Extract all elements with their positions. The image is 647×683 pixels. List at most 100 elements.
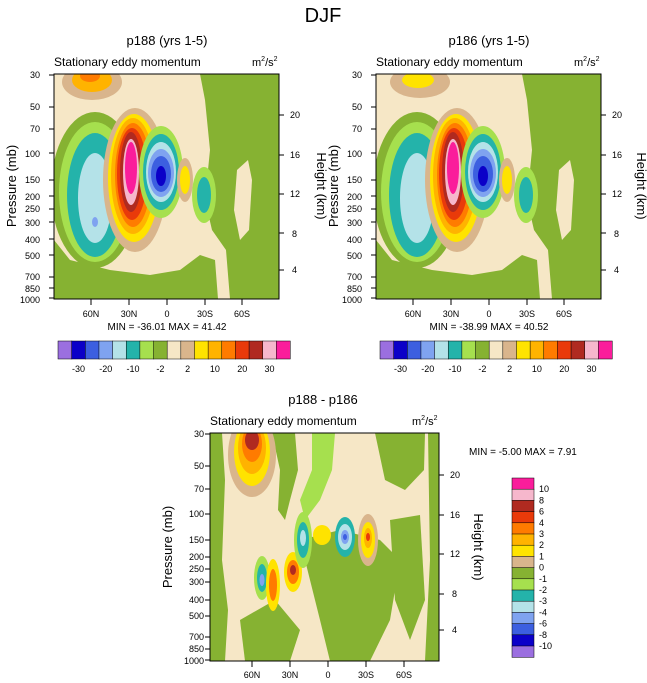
- y-tick: 30: [30, 70, 40, 80]
- colorbar-swatch: [511, 533, 535, 546]
- colorbar-swatch: [207, 340, 223, 360]
- colorbar-swatch: [166, 340, 182, 360]
- y-tick: 100: [25, 149, 40, 159]
- colorbar-swatch: [180, 340, 196, 360]
- x-ticks: 60N 30N 0 30S 60S: [244, 670, 412, 680]
- y-tick-marks: [205, 433, 210, 661]
- y-ticks: 30 50 70 100 150 200 250 300 400 500 700…: [342, 70, 362, 305]
- x-tick: 60N: [405, 309, 422, 319]
- contour-green-north-2: [300, 433, 335, 520]
- colorbar-swatch: [276, 340, 291, 360]
- y-right-tick-marks: [439, 474, 444, 631]
- colorbar-label: 10: [210, 364, 220, 374]
- colorbar-label: -2: [478, 364, 486, 374]
- colorbar-right: -30 -20 -10 -2 2 10 20 30: [379, 340, 613, 374]
- y-tick: 850: [347, 284, 362, 294]
- y-tick: 850: [25, 284, 40, 294]
- x-tick: 30N: [282, 670, 299, 680]
- contour-pos-lobe-8: [447, 142, 459, 194]
- contour-south-gap: [234, 160, 252, 240]
- contour-nh-top-3: [80, 74, 100, 82]
- colorbar-swatch: [379, 340, 395, 360]
- panel-units: m2/s2: [252, 56, 278, 69]
- contour-field: [210, 433, 439, 661]
- x-tick: 30S: [519, 309, 535, 319]
- y-tick: 700: [189, 632, 204, 642]
- colorbar-swatch: [407, 340, 422, 360]
- y-right-tick: 12: [612, 189, 622, 199]
- colorbar-label: -10: [449, 364, 462, 374]
- contour-10s-pos-2: [502, 166, 512, 194]
- y-right-tick: 12: [450, 549, 460, 559]
- colorbar-swatch: [248, 340, 264, 360]
- y-tick-marks: [49, 74, 54, 299]
- colorbar-swatch: [557, 340, 572, 360]
- contour-green-band-surface: [54, 240, 218, 299]
- y-tick: 400: [347, 235, 362, 245]
- colorbar-swatch: [511, 488, 535, 501]
- colorbar-label: 20: [237, 364, 247, 374]
- y-tick: 700: [347, 272, 362, 282]
- panel-subtitle: Stationary eddy momentum: [210, 414, 357, 428]
- colorbar-label: -4: [539, 607, 547, 617]
- y-right-tick: 12: [290, 189, 300, 199]
- colorbar-label: 8: [539, 495, 544, 505]
- contour-eq-neg-6: [478, 166, 488, 186]
- y-tick: 70: [30, 124, 40, 134]
- colorbar-label: 0: [539, 563, 544, 573]
- y-right-tick-marks: [601, 114, 606, 271]
- panel-title: p188 - p186: [288, 392, 357, 407]
- contour-cell-a3: [259, 574, 265, 586]
- y-tick: 50: [194, 461, 204, 471]
- colorbar-swatch: [502, 340, 518, 360]
- y-tick: 1000: [20, 295, 40, 305]
- colorbar-swatch: [511, 600, 535, 613]
- contour-eq-neg-6: [156, 166, 166, 186]
- contour-cell-f4: [343, 534, 347, 540]
- contour-nh-top-2: [402, 74, 434, 88]
- colorbar-label: -6: [539, 619, 547, 629]
- colorbar-label: -3: [539, 596, 547, 606]
- x-tick: 30S: [197, 309, 213, 319]
- contour-green-far-east: [425, 433, 439, 661]
- contour-30s-neg-2: [197, 177, 211, 213]
- x-tick: 60S: [556, 309, 572, 319]
- y-right-ticks: 4 8 12 16 20: [290, 110, 300, 275]
- contour-green-north: [272, 433, 298, 520]
- colorbar-left: -30 -20 -10 -2 2 10 20 30: [57, 340, 291, 374]
- y-right-ticks: 4 8 12 16 20: [612, 110, 622, 275]
- y-tick: 300: [347, 218, 362, 228]
- y-tick: 50: [30, 102, 40, 112]
- contour-cell-g4: [366, 533, 370, 541]
- colorbar-swatch: [488, 340, 504, 360]
- y-tick-marks: [371, 74, 376, 299]
- panel-units: m2/s2: [412, 415, 438, 428]
- contour-field: [54, 74, 279, 299]
- colorbar-swatch: [125, 340, 141, 360]
- colorbar-swatch: [511, 556, 535, 569]
- y-right-tick: 20: [612, 110, 622, 120]
- y-tick: 700: [25, 272, 40, 282]
- colorbar-swatch: [511, 511, 535, 524]
- colorbar-swatch: [584, 340, 599, 360]
- colorbar-swatch: [235, 340, 250, 360]
- colorbar-label: -1: [539, 574, 547, 584]
- contour-green-south: [300, 530, 400, 661]
- x-tick: 60S: [234, 309, 250, 319]
- panel-subtitle: Stationary eddy momentum: [376, 55, 523, 69]
- y-axis-label: Pressure (mb): [160, 506, 175, 588]
- x-tick: 30S: [358, 670, 374, 680]
- colorbar-label: -8: [539, 630, 547, 640]
- y-tick: 1000: [184, 656, 204, 666]
- colorbar-swatch: [598, 340, 613, 360]
- y-tick: 50: [352, 102, 362, 112]
- y-right-tick: 4: [452, 625, 457, 635]
- y-tick: 100: [189, 509, 204, 519]
- contour-green-sw: [240, 600, 300, 661]
- x-tick-marks: [90, 299, 243, 305]
- y-tick: 150: [347, 175, 362, 185]
- contour-neg-lobe-5: [92, 217, 98, 227]
- colorbar-label: 10: [539, 484, 549, 494]
- y-right-tick: 4: [614, 265, 619, 275]
- colorbar-swatch: [112, 340, 127, 360]
